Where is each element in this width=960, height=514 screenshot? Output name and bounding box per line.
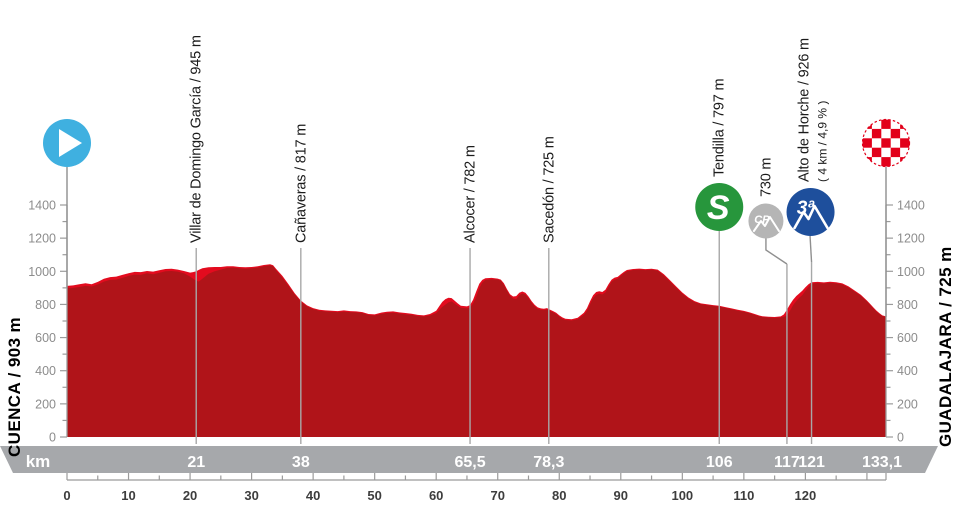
y-tick-label-right: 0 — [897, 431, 904, 445]
finish-check-square — [881, 138, 891, 148]
cat3-stem-line — [809, 235, 813, 263]
start-label: CUENCA / 903 m — [5, 317, 24, 457]
cat3-mountain-icon — [793, 204, 829, 230]
km-bar-value: 133,1 — [862, 454, 902, 471]
finish-check-square — [881, 119, 891, 129]
ruler-label: 30 — [244, 488, 258, 503]
km-bar-unit-label: km — [26, 452, 51, 471]
waypoint-label: Tendilla / 797 m — [712, 79, 728, 177]
play-triangle-icon — [59, 129, 82, 157]
y-tick-label-right: 400 — [897, 364, 918, 378]
ruler-label: 110 — [733, 488, 754, 503]
y-tick-label-right: 600 — [897, 331, 918, 345]
checkpoint-connector-line — [765, 238, 788, 265]
ruler-label: 60 — [429, 488, 443, 503]
waypoint-sublabel: ( 4 km / 4,9 % ) — [816, 101, 830, 182]
y-tick-label-left: 0 — [49, 431, 56, 445]
km-bar-value: 121 — [798, 454, 825, 471]
elevation-series-group — [67, 264, 886, 437]
y-tick-label-right: 1000 — [897, 265, 925, 279]
waypoint-lines-group — [195, 231, 813, 444]
y-tick-label-right: 800 — [897, 298, 918, 312]
km-bar-value: 106 — [706, 454, 733, 471]
ruler-label: 10 — [121, 488, 135, 503]
ruler-label: 80 — [552, 488, 566, 503]
finish-check-square — [862, 119, 872, 129]
axes-group: 0 200 400 600 800 1000 1200 1400 0 200 400 600 800 10… — [28, 167, 925, 445]
y-tick-label-left: 400 — [35, 364, 56, 378]
finish-outline — [861, 118, 911, 168]
finish-check-square — [890, 147, 901, 158]
elevation-area-profile — [67, 265, 886, 437]
y-tick-label-right: 200 — [897, 397, 918, 411]
waypoint-label: Alcocer / 782 m — [463, 145, 479, 243]
finish-check-square — [862, 138, 872, 148]
y-tick-label-right: 1200 — [897, 232, 925, 246]
sprint-icon-letter: S — [707, 189, 730, 227]
y-tick-label-right: 1400 — [897, 199, 925, 213]
y-tick-label-left: 200 — [35, 397, 56, 411]
waypoint-label: Alto de Horche / 926 m — [797, 38, 813, 182]
ruler-label: 90 — [614, 488, 628, 503]
waypoint-label: Sacedón / 725 m — [541, 136, 557, 243]
checkpoint-icon — [748, 203, 784, 239]
waypoint-label: Villar de Domingo García / 945 m — [189, 35, 205, 243]
ruler-label: 40 — [306, 488, 320, 503]
finish-label: GUADALAJARA / 725 m — [936, 246, 955, 447]
ruler-label: 20 — [183, 488, 197, 503]
sprint-icon — [695, 183, 744, 231]
km-bar-value: 78,3 — [533, 454, 564, 471]
y-tick-label-left: 800 — [35, 298, 56, 312]
y-tick-label-left: 1200 — [28, 232, 56, 246]
finish-check-square — [862, 157, 872, 167]
finish-check-square — [900, 138, 910, 148]
ruler-label: 50 — [367, 488, 381, 503]
checkpoint-mountain-icon — [752, 216, 780, 232]
finish-check-square — [881, 157, 891, 167]
km-bar-value: 21 — [187, 454, 205, 471]
finish-check-square — [900, 119, 910, 129]
km-bar — [0, 446, 938, 473]
ruler-label: 0 — [63, 488, 70, 503]
y-tick-label-left: 1400 — [28, 199, 56, 213]
waypoint-label: Cañaveras / 817 m — [293, 124, 309, 243]
y-tick-label-left: 600 — [35, 331, 56, 345]
finish-check-square — [890, 128, 901, 139]
finish-check-square — [871, 128, 882, 139]
waypoint-label: 730 m — [758, 158, 774, 197]
distance-ruler-group: 0 10 20 30 40 50 60 70 80 90 100 110 120 — [63, 473, 887, 503]
finish-check-square — [871, 147, 882, 158]
km-bar-value: 117 — [774, 454, 800, 471]
ruler-label: 100 — [671, 488, 693, 503]
km-bar-value: 65,5 — [454, 454, 485, 471]
ruler-label: 120 — [795, 488, 817, 503]
finish-check-square — [900, 157, 910, 167]
waypoint-labels-group: Villar de Domingo García / 945 m Cañavera… — [189, 35, 830, 243]
y-tick-label-left: 1000 — [28, 265, 56, 279]
ruler-label: 70 — [490, 488, 504, 503]
km-bar-value: 38 — [292, 454, 310, 471]
